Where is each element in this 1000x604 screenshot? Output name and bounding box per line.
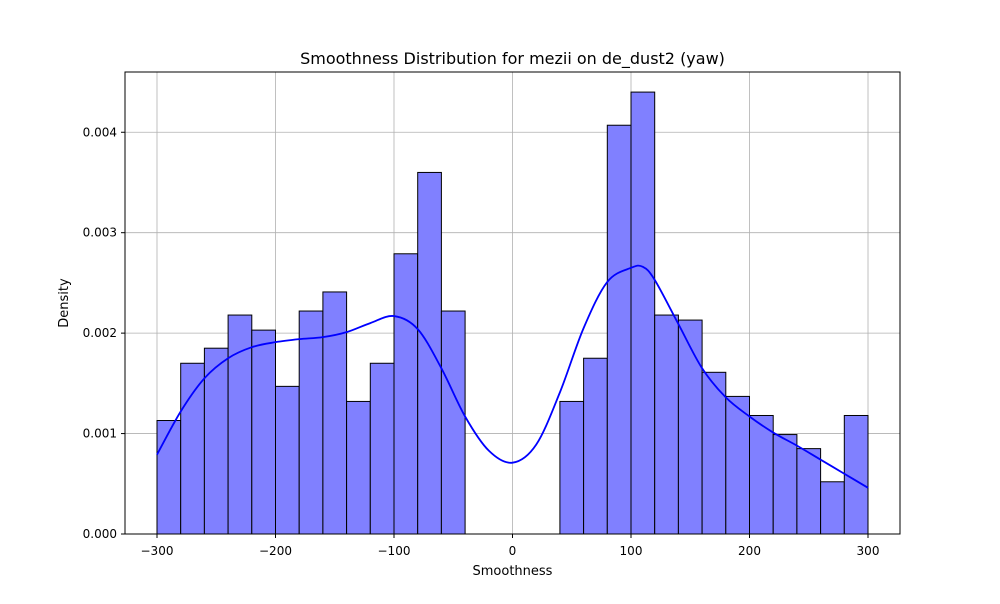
histogram-bar (630, 91, 656, 535)
y-axis-label: Density (57, 278, 72, 328)
histogram-bar (156, 420, 182, 535)
histogram-bar (559, 400, 585, 535)
x-tick-label: −200 (259, 544, 292, 558)
histogram-bar (251, 329, 276, 535)
histogram-bar (606, 124, 632, 535)
y-tick-label: 0.004 (83, 125, 117, 139)
x-tick-label: 0 (509, 544, 517, 558)
histogram-bar (701, 371, 727, 535)
x-tick-label: 200 (738, 544, 761, 558)
histogram-bar (322, 291, 348, 535)
histogram-bar (298, 310, 324, 535)
histogram-bar (369, 362, 395, 535)
x-axis-ticks: −300 −200 −100 0 100 200 300 (141, 534, 880, 558)
histogram-bar (417, 171, 442, 535)
histogram-bar (203, 347, 229, 535)
y-tick-label: 0.001 (83, 427, 117, 441)
histogram-bar (820, 481, 845, 535)
histogram-bar (749, 414, 774, 535)
histogram-bar (583, 357, 608, 535)
y-axis-ticks: 0.000 0.001 0.002 0.003 0.004 (83, 125, 125, 541)
histogram-bar (654, 314, 679, 535)
x-tick-label: −300 (141, 544, 174, 558)
x-axis-label: Smoothness (473, 564, 553, 579)
histogram-bar (440, 310, 466, 535)
x-tick-label: 300 (857, 544, 880, 558)
histogram-bar (393, 253, 419, 535)
histogram-bar (796, 448, 822, 535)
histogram-bar (346, 400, 371, 535)
histogram-bar (677, 319, 703, 535)
y-tick-label: 0.003 (83, 226, 117, 240)
kde-curve (156, 264, 869, 489)
x-tick-label: −100 (378, 544, 411, 558)
chart-title: Smoothness Distribution for mezii on de_… (300, 49, 725, 69)
histogram-bar (772, 434, 798, 535)
histogram-bar (274, 385, 300, 535)
histogram-bar (843, 414, 869, 535)
histogram-bars (156, 91, 869, 535)
x-tick-label: 100 (620, 544, 643, 558)
histogram-bar (180, 362, 205, 535)
y-tick-label: 0.000 (83, 527, 117, 541)
histogram-bar (725, 395, 751, 535)
y-tick-label: 0.002 (83, 326, 117, 340)
